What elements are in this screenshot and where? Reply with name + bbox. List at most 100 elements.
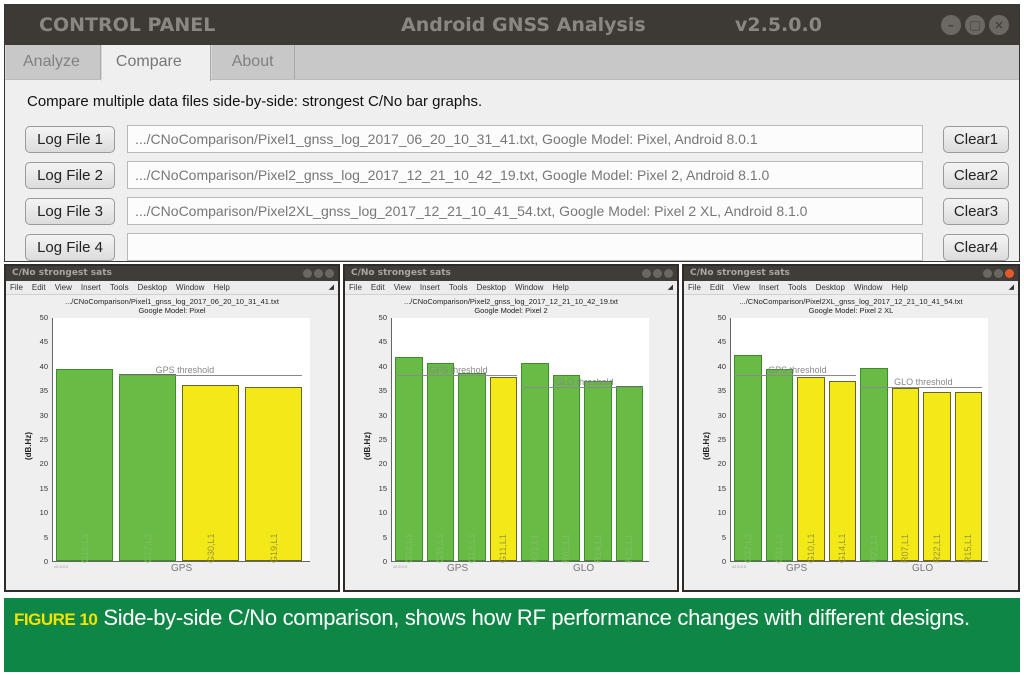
close-icon[interactable] <box>664 269 673 278</box>
menu-edit[interactable]: Edit <box>31 283 46 292</box>
caption-text: Side-by-side C/No comparison, shows how … <box>103 605 970 630</box>
minimize-icon[interactable] <box>303 269 312 278</box>
bar-label: R22,L1 <box>931 533 942 563</box>
plot-window-1: C/No strongest sats File Edit View Insert Too… <box>4 264 340 592</box>
plot-window-title-bar[interactable]: C/No strongest sats <box>684 266 1018 281</box>
tab-compare[interactable]: Compare <box>100 45 211 81</box>
bar-g15-l1: G15,L1 <box>56 369 113 563</box>
tab-about[interactable]: About <box>210 45 295 79</box>
log-file-3-button[interactable]: Log File 3 <box>25 197 115 225</box>
y-tick-label: 40 <box>717 361 726 371</box>
y-tick-label: 25 <box>378 435 387 444</box>
bar-label: R21,L1 <box>529 533 540 563</box>
clear-3-button[interactable]: Clear3 <box>943 198 1009 225</box>
menu-insert[interactable]: Insert <box>80 283 101 292</box>
bar-g31-l1: G31,L1 <box>765 368 793 563</box>
bar-g10-l1: G10,L1 <box>797 376 825 563</box>
menu-file[interactable]: File <box>10 283 23 292</box>
plot-window-3: C/No strongest sats File Edit View Insert Too… <box>682 264 1020 592</box>
close-icon[interactable] <box>1005 269 1014 278</box>
maximize-icon[interactable] <box>994 269 1003 278</box>
menu-desktop[interactable]: Desktop <box>476 283 506 292</box>
bar-label: G19,L1 <box>268 533 279 563</box>
maximize-icon[interactable] <box>653 269 662 278</box>
bar-label: G17,L1 <box>142 533 153 563</box>
plot-menu-bar: File Edit View Insert Tools Desktop Window Help… <box>6 281 338 295</box>
clear-1-button[interactable]: Clear1 <box>943 126 1009 153</box>
title-bar[interactable]: CONTROL PANEL Android GNSS Analysis v2.5… <box>5 5 1019 45</box>
app-version: v2.5.0.0 <box>735 14 822 36</box>
threshold-line <box>860 386 982 388</box>
minimize-icon[interactable] <box>983 269 992 278</box>
close-icon[interactable] <box>325 269 334 278</box>
figure-label: FIGURE 10 <box>14 610 98 629</box>
clear-2-button[interactable]: Clear2 <box>943 162 1009 189</box>
x-group-label: GPS <box>786 563 808 574</box>
minimize-icon[interactable]: – <box>941 15 961 35</box>
menu-view[interactable]: View <box>393 283 411 292</box>
chart-axes: G15,L1 G17,L1 G30,L1 G19,L1 GPS threshold <box>52 318 310 563</box>
menu-help[interactable]: Help <box>891 283 908 292</box>
y-tick-label: 20 <box>717 459 726 469</box>
menu-insert[interactable]: Insert <box>419 283 440 292</box>
log-file-1-button[interactable]: Log File 1 <box>25 125 115 153</box>
menu-window[interactable]: Window <box>175 283 205 292</box>
y-axis-label: (dB.Hz) <box>363 432 372 460</box>
version-tag: v2.5.0.0 <box>732 564 747 569</box>
menu-view[interactable]: View <box>54 283 72 292</box>
bar-label: G14,L1 <box>837 533 848 563</box>
bar-g19-l1: G19,L1 <box>245 386 302 563</box>
menu-help[interactable]: Help <box>552 283 569 292</box>
menu-view[interactable]: View <box>732 283 750 292</box>
maximize-icon[interactable]: □ <box>965 15 985 35</box>
threshold-label: GPS threshold <box>768 364 827 375</box>
menu-window[interactable]: Window <box>514 283 544 292</box>
plot-window-title: C/No strongest sats <box>690 268 790 278</box>
menu-tools[interactable]: Tools <box>787 283 807 292</box>
bar-r21-l1: R21,L1 <box>860 367 888 563</box>
clear-4-button[interactable]: Clear4 <box>943 234 1009 261</box>
bar-label: G10,L1 <box>466 533 477 563</box>
bar-label: G10,L1 <box>805 533 816 563</box>
bar-label: R22,L1 <box>624 533 635 563</box>
menu-window[interactable]: Window <box>853 283 883 292</box>
plot-window-2: C/No strongest sats File Edit View Insert Too… <box>343 264 679 592</box>
plot-window-title: C/No strongest sats <box>12 268 112 278</box>
minimize-icon[interactable] <box>642 269 651 278</box>
log-file-4-button[interactable]: Log File 4 <box>25 233 115 261</box>
threshold-label: GPS threshold <box>429 364 488 375</box>
toolbar-toggle-icon[interactable]: ◢ <box>667 284 673 291</box>
y-tick-label: 30 <box>378 410 387 420</box>
plot-window-title-bar[interactable]: C/No strongest sats <box>6 266 338 281</box>
close-icon[interactable]: × <box>989 15 1009 35</box>
menu-tools[interactable]: Tools <box>448 283 468 292</box>
maximize-icon[interactable] <box>314 269 323 278</box>
bar-r22-l1: R22,L1 <box>923 391 951 563</box>
tab-analyze[interactable]: Analyze <box>5 45 101 79</box>
menu-file[interactable]: File <box>349 283 362 292</box>
log-file-2-button[interactable]: Log File 2 <box>25 161 115 189</box>
plot-window-title-bar[interactable]: C/No strongest sats <box>345 266 677 281</box>
y-tick-label: 35 <box>717 386 726 396</box>
menu-desktop[interactable]: Desktop <box>815 283 845 292</box>
threshold-line <box>119 374 302 376</box>
log-file-2-path[interactable]: .../CNoComparison/Pixel2_gnss_log_2017_1… <box>127 161 923 189</box>
toolbar-toggle-icon[interactable]: ◢ <box>1008 284 1014 291</box>
bar-label: R21,L1 <box>868 533 879 563</box>
toolbar-toggle-icon[interactable]: ◢ <box>328 284 334 291</box>
y-tick-label: 35 <box>378 386 387 396</box>
menu-desktop[interactable]: Desktop <box>137 283 167 292</box>
menu-help[interactable]: Help <box>213 283 230 292</box>
menu-insert[interactable]: Insert <box>758 283 779 292</box>
bar-g31-l1: G31,L1 <box>426 363 454 563</box>
threshold-label: GLO threshold <box>894 376 953 387</box>
log-file-1-path[interactable]: .../CNoComparison/Pixel1_gnss_log_2017_0… <box>127 125 923 153</box>
plot-title: .../CNoComparison/Pixel1_gnss_log_2017_0… <box>65 297 279 315</box>
menu-edit[interactable]: Edit <box>370 283 385 292</box>
log-file-3-path[interactable]: .../CNoComparison/Pixel2XL_gnss_log_2017… <box>127 197 923 225</box>
log-file-4-path[interactable] <box>127 233 923 261</box>
y-tick-label: 25 <box>717 435 726 444</box>
menu-edit[interactable]: Edit <box>709 283 724 292</box>
menu-file[interactable]: File <box>688 283 701 292</box>
menu-tools[interactable]: Tools <box>109 283 129 292</box>
